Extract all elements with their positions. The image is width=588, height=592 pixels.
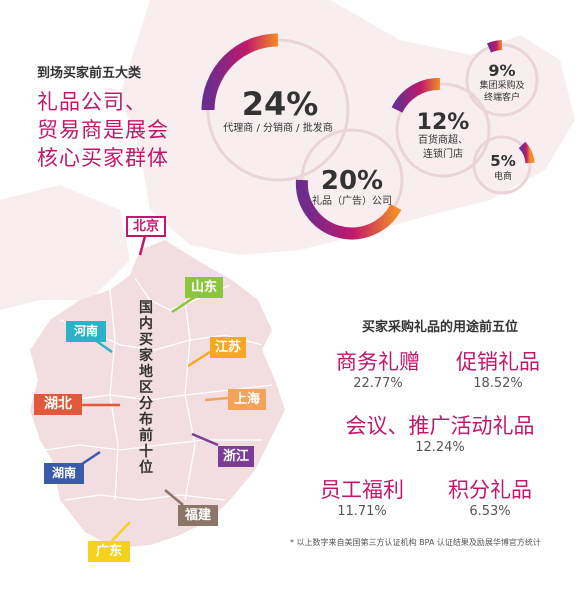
ring-5: [472, 135, 532, 195]
category-caption: 集团采购及 终端客户: [479, 81, 525, 103]
province-tag-zhejiang: 浙江: [218, 446, 254, 467]
category-caption: 电商: [493, 172, 512, 182]
arc-5: [518, 141, 535, 164]
use-item: 积分礼品 6.53%: [448, 478, 532, 519]
category-percent: 5%: [490, 152, 516, 170]
category-percent: 9%: [488, 61, 516, 80]
headline: 礼品公司、 贸易商是展会 核心买家群体: [37, 90, 169, 170]
province-tag-shanghai: 上海: [228, 389, 266, 410]
map-vertical-title: 国内买家地区分布前十位: [139, 300, 153, 476]
category-percent: 12%: [416, 110, 470, 135]
category-percent: 20%: [320, 166, 384, 196]
province-tag-guangdong: 广东: [88, 541, 130, 562]
province-tag-henan: 河南: [66, 321, 106, 342]
arc-9: [486, 40, 503, 53]
map-region-east-china: [30, 240, 285, 548]
use-item: 促销礼品 18.52%: [456, 350, 540, 391]
province-tag-hunan: 湖南: [44, 463, 84, 484]
category-percent: 24%: [241, 85, 319, 123]
ring-12: [395, 82, 491, 178]
category-caption: 代理商 / 分销商 / 批发商: [223, 123, 333, 134]
footnote: * 以上数字来自美国第三方认证机构 BPA 认证结果及励展华博官方统计: [290, 538, 541, 547]
top-section-label: 到场买家前五大类: [37, 66, 142, 81]
province-tag-jiangsu: 江苏: [210, 337, 246, 358]
province-tag-fujian: 福建: [178, 505, 218, 526]
province-tag-hubei: 湖北: [34, 394, 82, 415]
use-item: 员工福利 11.71%: [320, 478, 404, 519]
arc-20: [295, 179, 402, 240]
province-tag-beijing: 北京: [126, 216, 166, 237]
uses-title: 买家采购礼品的用途前五位: [362, 320, 519, 335]
arc-24: [201, 33, 279, 111]
use-item: 会议、推广活动礼品 12.24%: [345, 414, 535, 455]
use-item: 商务礼赠 22.77%: [336, 350, 420, 391]
category-caption: 礼品（广告）公司: [312, 196, 392, 207]
category-caption: 百货商超、 连锁门店: [418, 135, 468, 160]
province-tag-shandong: 山东: [185, 277, 223, 298]
arc-12: [391, 78, 441, 113]
